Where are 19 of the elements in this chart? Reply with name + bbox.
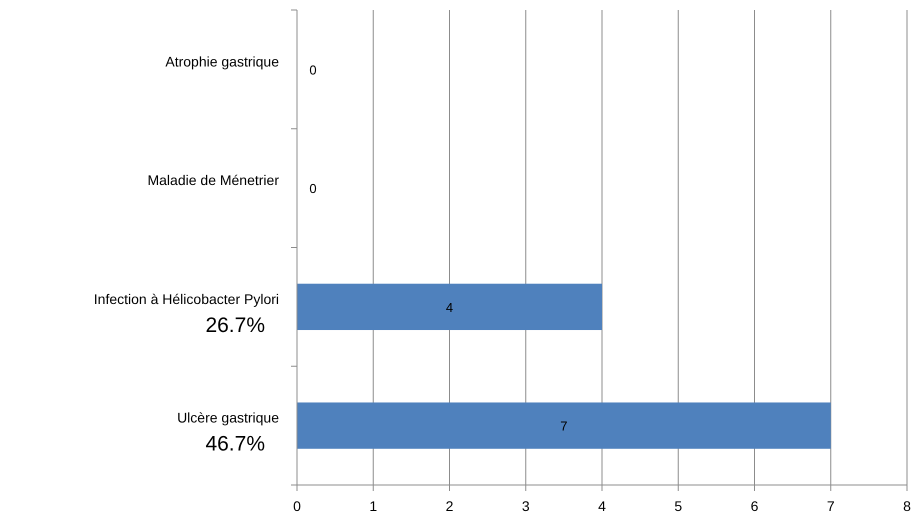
x-tick-label: 2 [446, 498, 454, 514]
data-label: 0 [309, 62, 317, 78]
x-tick-label: 1 [369, 498, 378, 514]
x-tick-label: 3 [522, 498, 530, 514]
data-label: 0 [309, 181, 317, 196]
x-tick-label: 5 [674, 498, 682, 514]
x-tick-label: 8 [903, 498, 912, 514]
y-tick-label: Atrophie gastrique [165, 53, 280, 70]
x-tick-label: 0 [293, 498, 302, 514]
y-tick-label: Infection à Hélicobacter Pylori [94, 290, 279, 307]
y-tick-label: Ulcère gastrique [177, 410, 280, 426]
y-tick-label: Maladie de Ménetrier [147, 172, 280, 188]
x-tick-label: 7 [826, 498, 835, 514]
data-label: 4 [446, 300, 454, 315]
text: 46.7% [205, 432, 265, 456]
text: 26.7% [205, 314, 265, 337]
x-tick-label: 4 [598, 498, 606, 514]
data-label: 7 [560, 418, 568, 434]
x-tick-label: 6 [750, 498, 759, 514]
